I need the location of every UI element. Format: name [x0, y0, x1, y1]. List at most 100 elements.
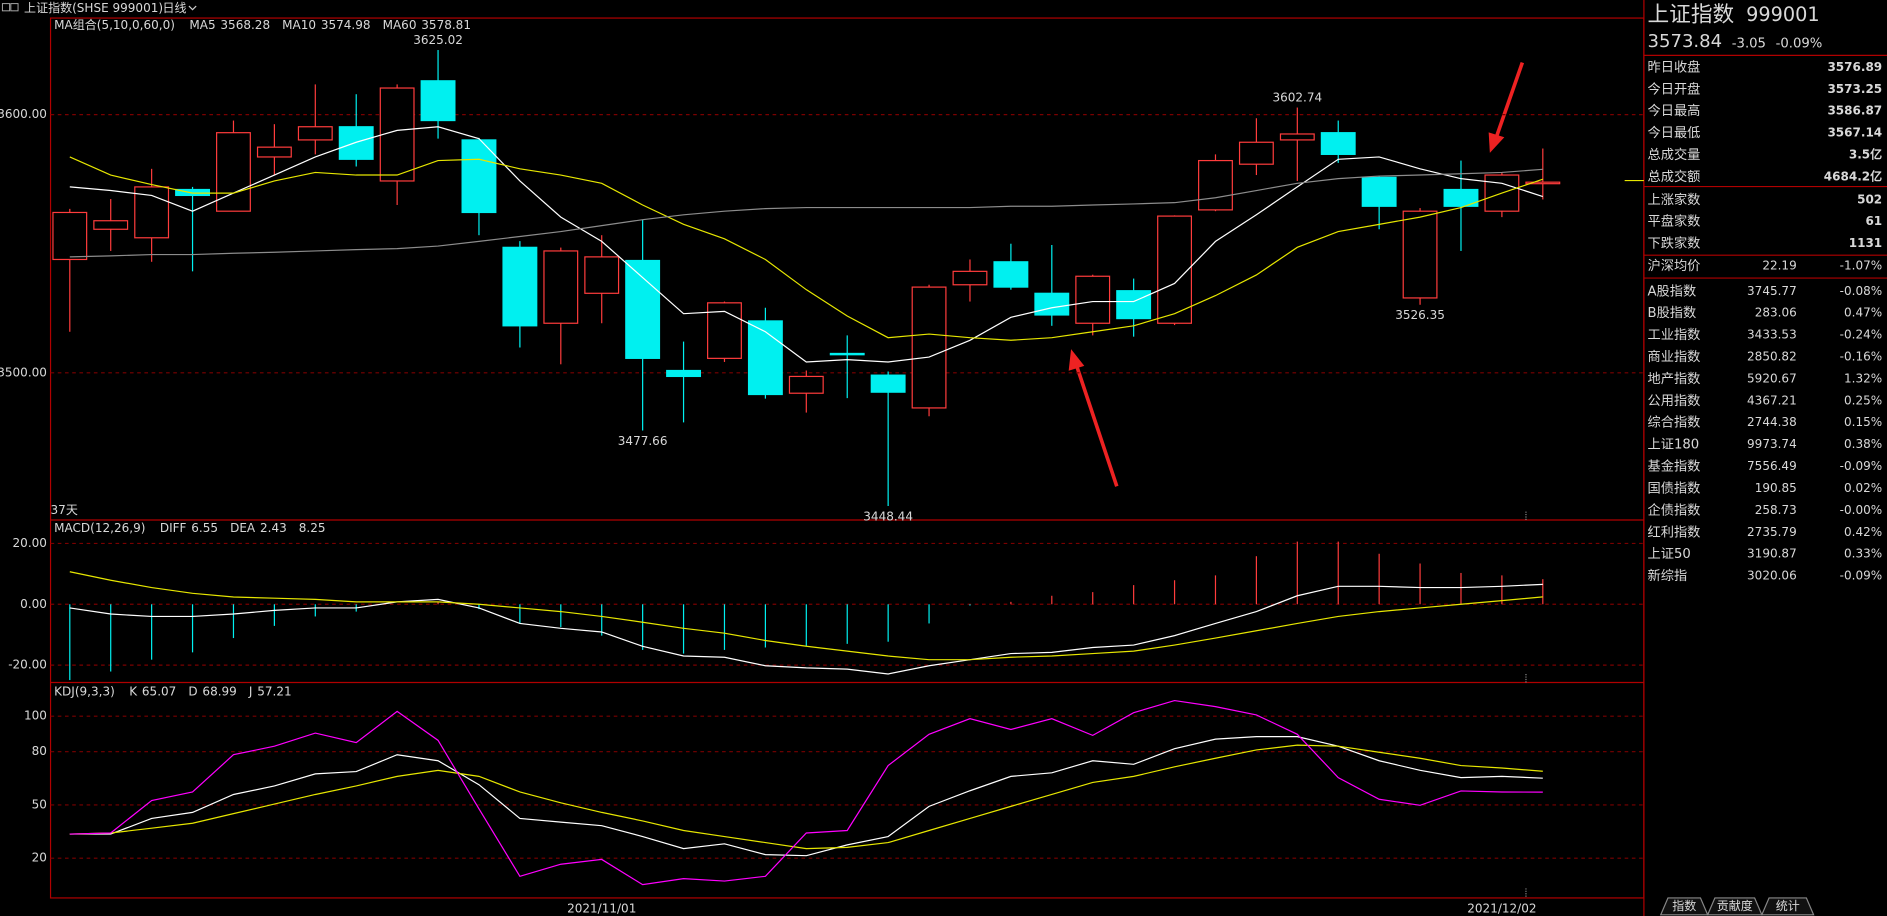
- kdj-line: [69, 736, 1543, 857]
- candle-body: [502, 246, 538, 327]
- y-tick-label: 50: [32, 797, 47, 811]
- annotation-arrow: [1068, 349, 1119, 487]
- index-pct: 0.15%: [1844, 415, 1882, 429]
- extreme-label: 3448.44: [863, 509, 913, 523]
- y-tick-label: 3500.00: [0, 365, 47, 379]
- index-name: 上证50: [1648, 546, 1691, 562]
- legend-text: 57.21: [257, 685, 291, 699]
- index-pct: -0.08%: [1840, 284, 1883, 298]
- index-pct: -0.16%: [1840, 350, 1883, 364]
- candle-body: [584, 256, 620, 294]
- legend-text: 2.43: [260, 521, 287, 535]
- index-pct: -0.24%: [1840, 328, 1883, 342]
- legend-text: MA5: [189, 18, 215, 32]
- legend-text: D: [188, 685, 197, 699]
- index-price: 3745.77: [1747, 284, 1797, 298]
- index-price: 3190.87: [1747, 547, 1797, 561]
- index-name: 商业指数: [1648, 349, 1701, 365]
- x-tick-label: 2021/11/01: [567, 901, 636, 915]
- candle-body: [1238, 141, 1274, 165]
- candle-body: [870, 374, 906, 393]
- tab[interactable]: [1706, 897, 1763, 916]
- row-label: 总成交额: [1648, 168, 1701, 185]
- index-price: 2735.79: [1747, 525, 1797, 539]
- index-price: 9973.74: [1747, 437, 1797, 451]
- index-price: 190.85: [1755, 481, 1797, 495]
- index-pct: 0.33%: [1844, 547, 1882, 561]
- index-name: B股指数: [1648, 305, 1697, 321]
- legend-text: 3574.98: [321, 18, 371, 32]
- y-tick-label: 20: [32, 851, 47, 865]
- row-label: 下跌家数: [1648, 235, 1701, 252]
- y-tick-label: 100: [24, 709, 47, 723]
- tab-label[interactable]: 指数: [1672, 898, 1696, 913]
- row-label: 昨日收盘: [1648, 58, 1701, 75]
- candle-body: [543, 250, 579, 324]
- row-value: 4684.2亿: [1824, 168, 1882, 183]
- index-pct: 0.38%: [1844, 437, 1882, 451]
- y-tick-label: 0.00: [20, 597, 47, 611]
- kdj-line: [69, 699, 1543, 886]
- row-value: 3576.89: [1827, 60, 1882, 74]
- row-label: 上涨家数: [1648, 191, 1701, 208]
- legend-text: DIFF: [160, 521, 187, 535]
- tab[interactable]: [1659, 897, 1709, 916]
- row-value: 22.19: [1762, 259, 1796, 273]
- quote-name: 上证指数: [1648, 3, 1735, 28]
- tab-label[interactable]: 统计: [1776, 899, 1800, 913]
- candle-body: [829, 352, 865, 356]
- legend-text: MACD(12,26,9): [54, 521, 145, 535]
- row-value: 61: [1865, 214, 1882, 228]
- macd-line: [69, 571, 1543, 661]
- header-title: 上证指数(SHSE 999001): [24, 0, 163, 15]
- candle-body: [1198, 159, 1233, 211]
- index-price: 2744.38: [1747, 415, 1797, 429]
- period-selector[interactable]: 日线: [162, 1, 186, 15]
- window-icon[interactable]: [1, 3, 11, 12]
- tab[interactable]: [1760, 897, 1815, 916]
- tab-label[interactable]: 贡献度: [1717, 898, 1753, 913]
- ma-line: [69, 168, 1543, 258]
- index-name: 红利指数: [1648, 524, 1701, 540]
- index-pct: 0.02%: [1844, 481, 1882, 495]
- period-label: 37天: [51, 503, 78, 517]
- candle-body: [1402, 210, 1438, 299]
- index-name: 新综指: [1648, 568, 1688, 584]
- index-name: 工业指数: [1648, 327, 1701, 343]
- candle-body: [93, 220, 129, 230]
- legend-text: MA10: [282, 18, 316, 32]
- index-price: 7556.49: [1747, 459, 1797, 473]
- macd-line: [69, 583, 1543, 675]
- row-label: 今日开盘: [1648, 80, 1701, 97]
- y-tick-label: 20.00: [13, 536, 47, 550]
- index-pct: -0.00%: [1840, 503, 1883, 517]
- row-label: 沪深均价: [1648, 258, 1701, 274]
- dropdown-arrow[interactable]: [188, 5, 197, 11]
- index-pct: -0.09%: [1840, 569, 1883, 583]
- legend-text: 3568.28: [220, 18, 270, 32]
- window-icon[interactable]: [10, 3, 19, 12]
- index-pct: -0.09%: [1840, 459, 1883, 473]
- row-value: 3567.14: [1827, 126, 1882, 140]
- candle-body: [52, 211, 88, 261]
- quote-price: 3573.84: [1648, 31, 1723, 52]
- row-value: 1131: [1849, 236, 1882, 250]
- legend-text: KDJ(9,3,3): [54, 685, 115, 699]
- index-price: 4367.21: [1747, 393, 1797, 407]
- annotation-arrow: [1488, 61, 1525, 153]
- index-price: 2850.82: [1747, 350, 1797, 364]
- legend-text: K: [129, 685, 138, 699]
- candle-body: [297, 126, 333, 141]
- extreme-label: 3602.74: [1272, 90, 1322, 104]
- index-name: A股指数: [1648, 283, 1697, 299]
- candle-body: [1075, 275, 1111, 324]
- row-value: 3573.25: [1827, 82, 1882, 96]
- candle-body: [1279, 133, 1315, 141]
- candle-body: [1157, 215, 1193, 324]
- extreme-label: 3477.66: [618, 434, 668, 448]
- extreme-label: 3625.02: [413, 33, 463, 47]
- row-value: 3586.87: [1827, 104, 1882, 118]
- legend-text: 8.25: [299, 521, 326, 535]
- candle-body: [911, 286, 947, 409]
